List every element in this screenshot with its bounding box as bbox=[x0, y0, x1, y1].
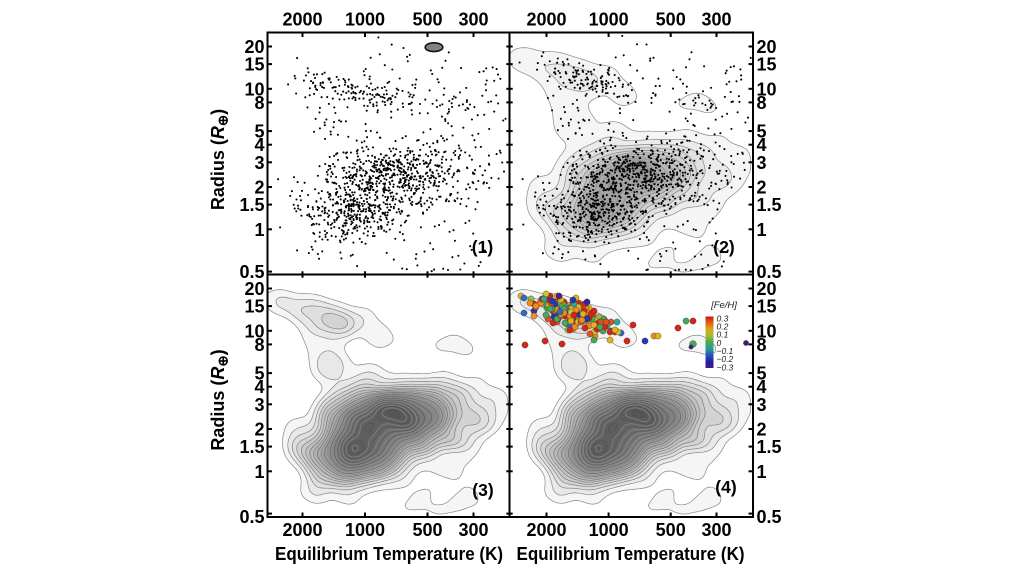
svg-text:4: 4 bbox=[254, 377, 264, 397]
svg-text:1.5: 1.5 bbox=[239, 437, 264, 457]
svg-text:2000: 2000 bbox=[526, 10, 566, 30]
svg-text:2000: 2000 bbox=[282, 520, 322, 540]
svg-text:300: 300 bbox=[701, 520, 731, 540]
svg-text:10: 10 bbox=[757, 321, 777, 341]
svg-text:2: 2 bbox=[757, 420, 767, 440]
svg-text:0.2: 0.2 bbox=[717, 322, 729, 332]
svg-text:2: 2 bbox=[254, 178, 264, 198]
svg-text:10: 10 bbox=[244, 79, 264, 99]
svg-text:1: 1 bbox=[757, 462, 767, 482]
svg-text:Equilibrium Temperature (K): Equilibrium Temperature (K) bbox=[275, 544, 503, 564]
svg-text:Equilibrium Temperature (K): Equilibrium Temperature (K) bbox=[517, 544, 745, 564]
svg-text:300: 300 bbox=[701, 10, 731, 30]
svg-text:3: 3 bbox=[757, 153, 767, 173]
svg-text:5: 5 bbox=[254, 122, 264, 142]
svg-text:Radius (R⊕): Radius (R⊕) bbox=[208, 349, 231, 450]
svg-text:15: 15 bbox=[757, 55, 777, 75]
svg-text:0: 0 bbox=[717, 338, 722, 348]
svg-text:−0.2: −0.2 bbox=[717, 354, 734, 364]
svg-text:1: 1 bbox=[254, 462, 264, 482]
svg-text:500: 500 bbox=[656, 10, 686, 30]
svg-text:0.5: 0.5 bbox=[757, 262, 782, 282]
svg-text:1.5: 1.5 bbox=[239, 195, 264, 215]
svg-text:8: 8 bbox=[254, 335, 264, 355]
svg-text:10: 10 bbox=[244, 321, 264, 341]
svg-text:20: 20 bbox=[757, 279, 777, 299]
svg-text:20: 20 bbox=[244, 37, 264, 57]
svg-text:1: 1 bbox=[757, 220, 767, 240]
svg-text:2: 2 bbox=[254, 420, 264, 440]
svg-text:(1): (1) bbox=[472, 237, 493, 257]
svg-text:8: 8 bbox=[757, 335, 767, 355]
svg-text:500: 500 bbox=[412, 10, 442, 30]
svg-text:0.5: 0.5 bbox=[757, 507, 782, 527]
svg-text:300: 300 bbox=[458, 520, 488, 540]
svg-text:−0.3: −0.3 bbox=[717, 362, 734, 372]
svg-text:15: 15 bbox=[244, 55, 264, 75]
svg-text:1000: 1000 bbox=[589, 10, 629, 30]
svg-text:15: 15 bbox=[757, 297, 777, 317]
svg-text:3: 3 bbox=[757, 395, 767, 415]
svg-text:−0.1: −0.1 bbox=[717, 346, 734, 356]
svg-text:500: 500 bbox=[656, 520, 686, 540]
svg-text:0.1: 0.1 bbox=[717, 330, 729, 340]
svg-text:[Fe/H]: [Fe/H] bbox=[710, 300, 737, 311]
svg-text:5: 5 bbox=[757, 364, 767, 384]
svg-text:0.3: 0.3 bbox=[717, 313, 729, 323]
svg-text:2000: 2000 bbox=[282, 10, 322, 30]
svg-text:0.5: 0.5 bbox=[239, 262, 264, 282]
svg-text:4: 4 bbox=[757, 377, 767, 397]
svg-text:1.5: 1.5 bbox=[757, 437, 782, 457]
svg-text:4: 4 bbox=[254, 135, 264, 155]
svg-text:1000: 1000 bbox=[345, 520, 385, 540]
svg-text:0.5: 0.5 bbox=[239, 507, 264, 527]
svg-text:Radius (R⊕): Radius (R⊕) bbox=[208, 109, 231, 210]
svg-text:20: 20 bbox=[244, 279, 264, 299]
svg-text:1: 1 bbox=[254, 220, 264, 240]
svg-text:3: 3 bbox=[254, 153, 264, 173]
svg-text:3: 3 bbox=[254, 395, 264, 415]
svg-text:(4): (4) bbox=[715, 477, 736, 497]
svg-text:20: 20 bbox=[757, 37, 777, 57]
svg-text:5: 5 bbox=[757, 122, 767, 142]
svg-text:1000: 1000 bbox=[589, 520, 629, 540]
svg-text:1000: 1000 bbox=[345, 10, 385, 30]
svg-text:5: 5 bbox=[254, 364, 264, 384]
svg-text:8: 8 bbox=[254, 93, 264, 113]
svg-text:2000: 2000 bbox=[526, 520, 566, 540]
svg-text:4: 4 bbox=[757, 135, 767, 155]
svg-text:1.5: 1.5 bbox=[757, 195, 782, 215]
svg-text:8: 8 bbox=[757, 93, 767, 113]
svg-text:2: 2 bbox=[757, 178, 767, 198]
svg-text:(2): (2) bbox=[713, 237, 734, 257]
svg-text:500: 500 bbox=[412, 520, 442, 540]
svg-text:(3): (3) bbox=[472, 480, 493, 500]
svg-text:10: 10 bbox=[757, 79, 777, 99]
svg-text:300: 300 bbox=[458, 10, 488, 30]
svg-text:15: 15 bbox=[244, 297, 264, 317]
